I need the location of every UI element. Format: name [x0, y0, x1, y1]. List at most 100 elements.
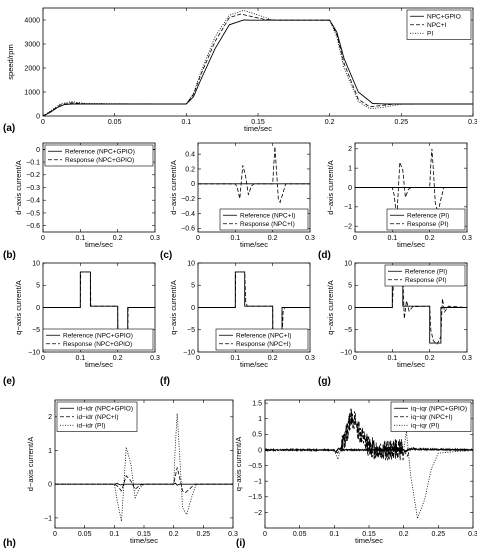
panel-label: (f): [160, 376, 170, 387]
y-tick-label: −1: [44, 515, 52, 522]
series-line-g-1: [355, 270, 467, 345]
y-tick-label: −0.5: [248, 463, 262, 470]
legend-entry: Reference (PI): [405, 269, 447, 276]
legend-i: iq−iqr (NPC+GPIO)iq−iqr (NPC+I) iq−iqr (P…: [390, 401, 472, 432]
chart-panel-a: 0 0.05 0.1 0.15 0.2 0.25 0.3 0 1000 2000 3000 4000 t…: [3, 7, 477, 134]
x-tick-label: 0.2: [268, 235, 278, 242]
series-line-h-1: [55, 467, 233, 494]
y-tick-label: 0: [48, 482, 52, 489]
y-axis-label: q−axis current/A: [169, 280, 178, 334]
chart-panel-f: 0 0.1 0.2 0.3 −10 −5 0 5 10 time/sec q−axis curren…: [160, 260, 315, 387]
legend-entry: Reference (NPC+I): [236, 333, 291, 340]
x-tick-label: 0.15: [251, 119, 265, 126]
y-tick-label: 1: [258, 416, 262, 423]
y-tick-label: 0.4: [185, 152, 195, 159]
series-line-i-1: [265, 408, 473, 461]
y-tick-label: −0.6: [181, 226, 195, 233]
y-tick-label: 2: [48, 414, 52, 421]
legend-entry: iq−iqr (PI): [411, 423, 439, 430]
x-axis-label: time/sec: [85, 360, 113, 369]
legend-box: [219, 208, 309, 231]
x-axis-label: time/sec: [130, 536, 158, 545]
legend-d: Reference (PI)Response (PI): [386, 208, 466, 231]
panel-label: (b): [3, 250, 16, 261]
x-tick-label: 0.2: [113, 235, 123, 242]
legend-box: [215, 328, 309, 351]
y-axis-label: d−axis current/A: [26, 437, 35, 491]
y-tick-label: −0.3: [26, 185, 40, 192]
x-tick-label: 0.3: [305, 355, 315, 362]
x-tick-label: 0: [353, 355, 357, 362]
x-tick-label: 0.1: [230, 235, 240, 242]
y-tick-label: 3000: [24, 41, 40, 48]
series-line-a-1: [43, 13, 473, 116]
legend-box: [384, 264, 466, 287]
x-tick-label: 0.1: [387, 355, 397, 362]
x-tick-label: 0.2: [399, 531, 409, 538]
x-tick-label: 0.3: [468, 119, 477, 126]
x-tick-label: 0.15: [362, 531, 376, 538]
legend-entry: Reference (NPC+GPIO): [63, 333, 133, 340]
series-line-c-1: [198, 146, 310, 204]
x-tick-label: 0.1: [75, 355, 85, 362]
series-line-a-0: [43, 19, 473, 116]
legend-entry: Response (NPC+I): [240, 221, 295, 228]
x-tick-label: 0.05: [108, 119, 122, 126]
y-tick-label: 0: [36, 147, 40, 154]
y-tick-label: 1: [348, 166, 352, 173]
y-tick-label: −0.1: [26, 159, 40, 166]
series-line-f-1: [198, 271, 310, 344]
x-tick-label: 0.3: [462, 235, 472, 242]
legend-box: [44, 144, 154, 167]
y-tick-label: 1: [48, 448, 52, 455]
y-axis-label: q−axis current/A: [326, 280, 335, 334]
x-tick-label: 0.15: [137, 531, 151, 538]
x-tick-label: 0: [263, 531, 267, 538]
legend-entry: Response (PI): [405, 277, 447, 284]
panel-label: (h): [3, 538, 16, 549]
y-tick-label: −0.2: [26, 172, 40, 179]
y-tick-label: −10: [340, 349, 352, 356]
x-axis-label: time/sec: [240, 360, 268, 369]
x-tick-label: 0.1: [387, 235, 397, 242]
y-axis-label: d−axis current/A: [326, 160, 335, 214]
y-tick-label: −5: [32, 327, 40, 334]
x-tick-label: 0.3: [150, 355, 160, 362]
y-axis-label: speed/rpm: [6, 44, 15, 79]
y-axis-label: d−axis current/A: [14, 160, 23, 214]
chart-panel-h: 0 0.05 0.1 0.15 0.2 0.25 0.3 −1 0 1 2 time/sec d−axi…: [3, 399, 238, 549]
y-tick-label: 1000: [24, 89, 40, 96]
series-line-h-2: [55, 413, 233, 522]
legend-entry: PI: [427, 31, 433, 38]
x-tick-label: 0.3: [462, 355, 472, 362]
y-tick-label: 5: [348, 283, 352, 290]
y-tick-label: 0: [258, 447, 262, 454]
y-tick-label: −0.4: [181, 211, 195, 218]
y-tick-label: −2: [254, 510, 262, 517]
legend-entry: Response (NPC+I): [236, 341, 291, 348]
x-tick-label: 0.2: [113, 355, 123, 362]
y-tick-label: −0.4: [26, 198, 40, 205]
legend-entry: iq−iqr (NPC+I): [411, 414, 453, 421]
y-tick-label: 10: [344, 260, 352, 267]
y-tick-label: −0.6: [26, 223, 40, 230]
x-tick-label: 0.2: [268, 355, 278, 362]
y-tick-label: 10: [32, 260, 40, 267]
y-tick-label: 1.5: [252, 401, 262, 408]
x-tick-label: 0.3: [468, 531, 477, 538]
y-tick-label: 0: [348, 185, 352, 192]
chart-panel-i: 0 0.05 0.1 0.15 0.2 0.25 0.3 −2 −1.5 −1 −0.5 0 0.5 1 1…: [234, 399, 477, 549]
legend-box: [386, 208, 466, 231]
x-tick-label: 0.3: [150, 235, 160, 242]
legend-entry: id−idr (PI): [77, 423, 105, 430]
y-tick-label: 0: [348, 305, 352, 312]
x-tick-label: 0.2: [425, 235, 435, 242]
y-tick-label: 0.5: [252, 432, 262, 439]
x-tick-label: 0.3: [228, 531, 238, 538]
y-tick-label: 0: [191, 181, 195, 188]
x-axis-label: time/sec: [240, 240, 268, 249]
legend-entry: Response (PI): [407, 221, 449, 228]
panel-label: (a): [3, 123, 15, 134]
y-tick-label: −1: [254, 479, 262, 486]
x-tick-label: 0: [41, 355, 45, 362]
